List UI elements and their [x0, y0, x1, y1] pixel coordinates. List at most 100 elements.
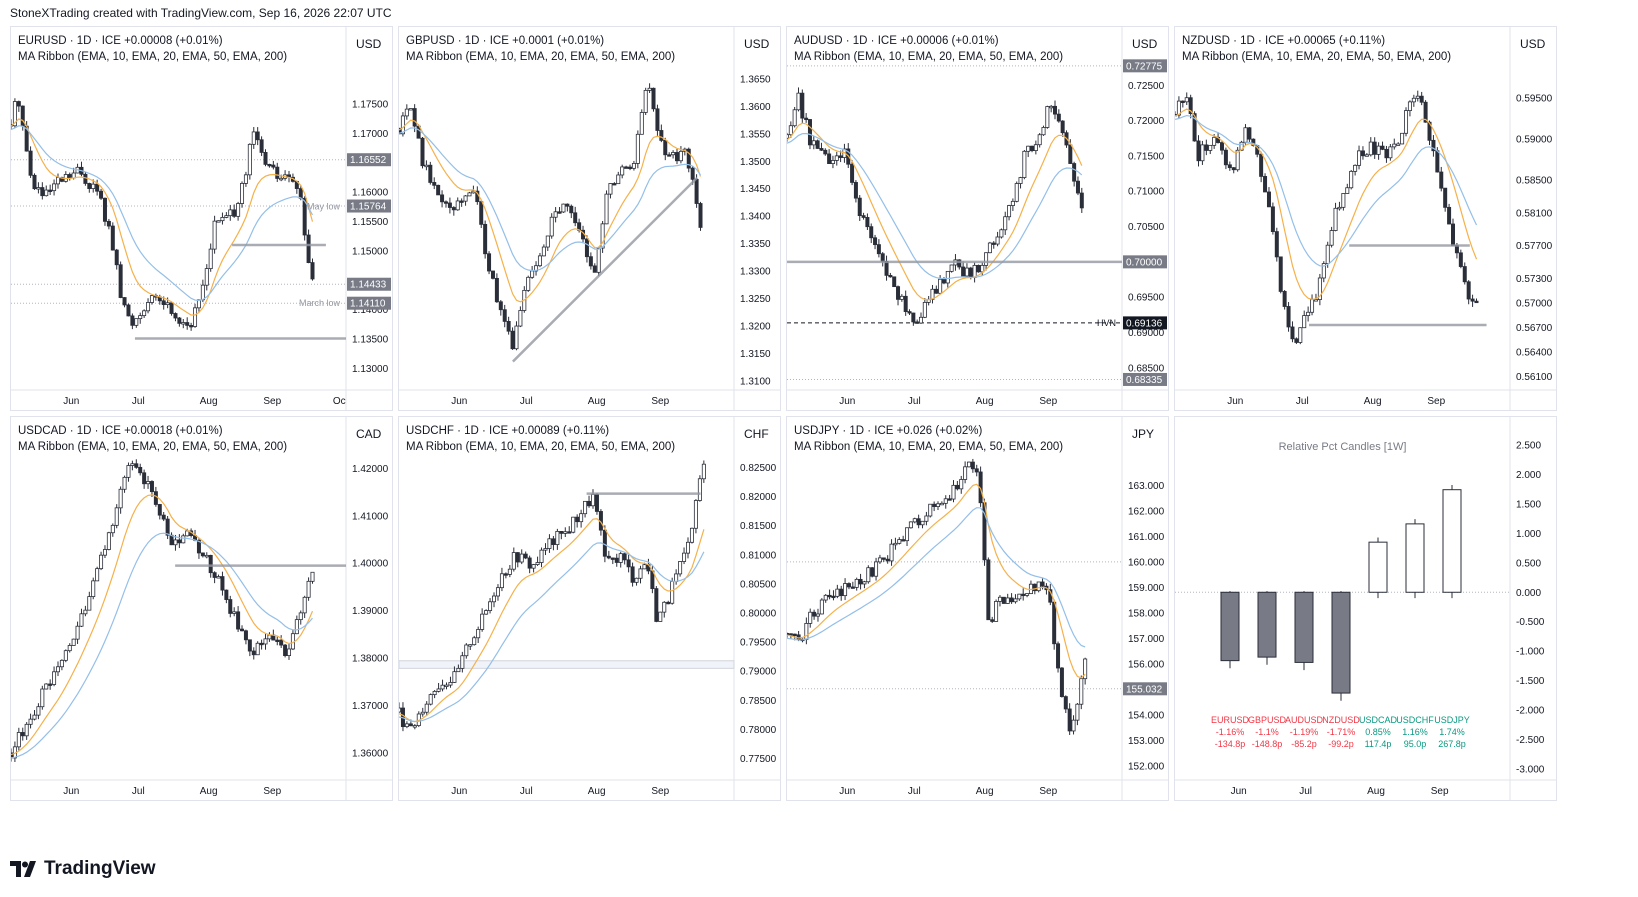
candle-body [888, 274, 893, 278]
candle [1364, 153, 1369, 157]
candle [573, 206, 578, 227]
pct-symbol-label: USDCHF [1396, 715, 1434, 725]
candle-body [622, 553, 627, 561]
candle [424, 701, 429, 717]
candle [885, 555, 890, 564]
candle [1431, 135, 1436, 157]
candle-body [686, 541, 691, 554]
pct-symbol-label: GBPUSD [1248, 715, 1287, 725]
candle-body [1003, 216, 1008, 231]
candle-body [259, 139, 264, 153]
currency-label[interactable]: USD [744, 37, 770, 51]
candle [24, 722, 29, 740]
candle-body [1384, 148, 1389, 159]
candle-body [559, 531, 564, 534]
candle-body [647, 87, 652, 91]
ema-20-line [399, 127, 701, 272]
support-zone [399, 660, 735, 669]
candle [959, 475, 964, 494]
relative-chart-title: Relative Pct Candles [1W] [1279, 441, 1407, 453]
candle-body [424, 164, 429, 168]
currency-label[interactable]: USD [1132, 37, 1158, 51]
candle [83, 605, 88, 617]
candle-body [701, 463, 706, 480]
currency-label[interactable]: USD [1520, 37, 1546, 51]
candle-body [608, 183, 613, 195]
candle [240, 181, 245, 208]
candle-body [444, 684, 449, 687]
currency-label[interactable]: JPY [1132, 427, 1155, 441]
candle-body [161, 300, 166, 306]
candle [298, 610, 303, 625]
candle-body [428, 694, 433, 705]
candle-body [134, 318, 139, 326]
candle-body [122, 297, 127, 306]
candle-body [404, 108, 409, 117]
chart-panel-gbpusd[interactable]: 1.3650 1.3600 1.3550 1.3500 1.3450 1.3400 1.33… [398, 26, 781, 411]
pct-value-label: 0.85% [1365, 727, 1391, 737]
candle-body [460, 655, 465, 669]
price-tick-label: 152.000 [1128, 762, 1165, 773]
candle-body [228, 209, 233, 217]
candle [1247, 127, 1252, 144]
relative-pct-panel[interactable]: 2.500 2.000 1.500 1.000 0.500 0.000 -0.500 -1.0… [1174, 416, 1557, 801]
candle [561, 203, 566, 213]
pct-tick-label: -2.000 [1516, 706, 1545, 717]
candle-body [118, 264, 123, 298]
time-tick-label: Sep [651, 396, 669, 407]
candle-body [232, 611, 237, 614]
candle [440, 679, 445, 692]
chart-panel-audusd[interactable]: 0.72500 0.72000 0.71500 0.71000 0.70500 0.700… [786, 26, 1169, 411]
candle-body [1360, 150, 1365, 157]
candle [667, 152, 672, 157]
candle [866, 565, 871, 584]
candle [547, 534, 552, 553]
candle [1030, 145, 1035, 153]
candle [436, 682, 441, 693]
candle [897, 537, 902, 545]
candle [142, 469, 147, 489]
currency-label[interactable]: CHF [744, 427, 769, 441]
candle [216, 574, 221, 579]
candle [1263, 173, 1268, 193]
candle-body [1212, 136, 1217, 146]
chart-panel-usdchf[interactable]: 0.82500 0.82000 0.81500 0.81000 0.80500 0.800… [398, 416, 781, 801]
currency-label[interactable]: CAD [356, 427, 382, 441]
candle [1010, 198, 1015, 211]
candle [1022, 149, 1027, 180]
candle [44, 185, 49, 197]
candle-body [1026, 145, 1031, 152]
candle [1384, 145, 1389, 163]
candle-body [451, 207, 456, 211]
candle [1072, 161, 1077, 187]
price-tick-label: 1.3650 [740, 74, 771, 85]
currency-label[interactable]: USD [356, 37, 382, 51]
time-tick-label: Sep [1039, 396, 1057, 407]
candle [32, 710, 37, 721]
candle [1427, 120, 1432, 146]
candle-body [114, 507, 119, 526]
candle-body [502, 309, 507, 322]
chart-panel-eurusd[interactable]: 1.17500 1.17000 1.16000 1.15500 1.15000 1.140… [10, 26, 393, 411]
candle-body [126, 465, 131, 478]
price-tick-label: 0.72000 [1128, 116, 1165, 127]
candle-body [484, 610, 489, 615]
chart-panel-usdjpy[interactable]: 163.000 162.000 161.000 160.000 159.000 158.0… [786, 416, 1169, 801]
ema-10-line [1175, 108, 1478, 301]
price-badge [1123, 372, 1167, 386]
chart-panel-usdcad[interactable]: 1.42000 1.41000 1.40000 1.39000 1.38000 1.370… [10, 416, 393, 801]
candle [596, 246, 601, 276]
candle-body [1404, 110, 1409, 134]
candle [701, 460, 706, 483]
candle [1075, 702, 1080, 726]
candle [1235, 147, 1240, 172]
candle-body [1462, 266, 1467, 283]
time-tick-label: Sep [1431, 786, 1449, 797]
chart-panel-nzdusd[interactable]: 0.59500 0.59000 0.58500 0.58100 0.57700 0.573… [1174, 26, 1557, 411]
candle [91, 577, 96, 600]
candle [639, 109, 644, 135]
candle [169, 532, 174, 546]
price-tick-label: 1.39000 [352, 606, 389, 617]
candle-body [655, 108, 660, 131]
candle [16, 727, 21, 751]
